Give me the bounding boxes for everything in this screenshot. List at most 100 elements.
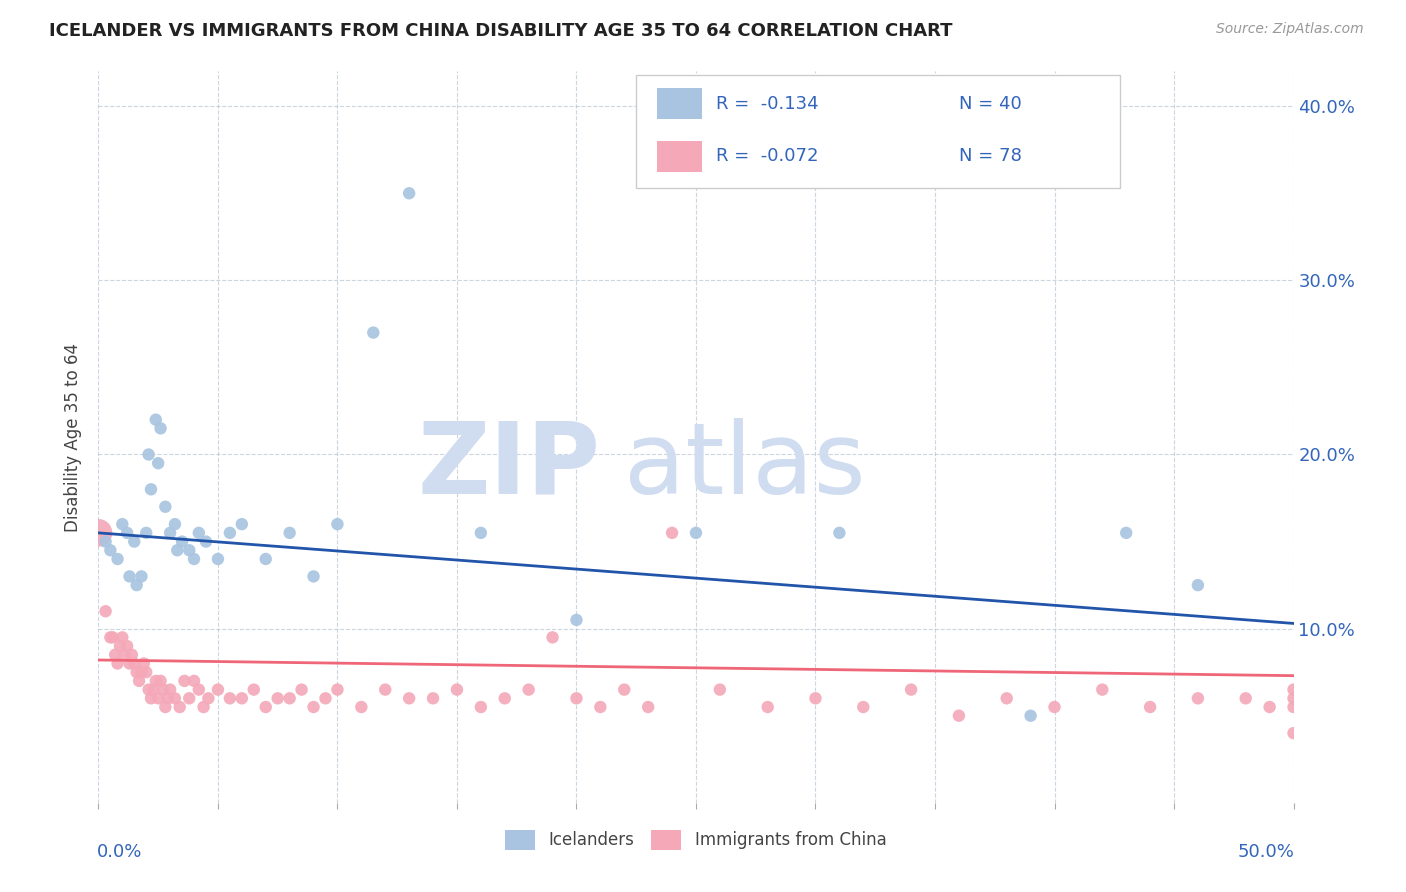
Point <box>661 525 683 540</box>
Point <box>94 534 117 549</box>
Point <box>1282 691 1305 706</box>
Point <box>156 691 179 706</box>
Point <box>155 500 177 514</box>
Point <box>613 682 636 697</box>
Point <box>87 525 110 540</box>
Point <box>163 691 186 706</box>
Point <box>517 682 540 697</box>
Point <box>363 326 385 340</box>
Point <box>139 691 162 706</box>
Point <box>756 700 779 714</box>
Point <box>231 691 253 706</box>
Point <box>1282 682 1305 697</box>
Point <box>138 448 160 462</box>
Point <box>187 525 209 540</box>
Point <box>254 700 277 714</box>
Point <box>637 700 659 714</box>
Point <box>172 534 194 549</box>
Point <box>121 648 143 662</box>
Point <box>138 682 160 697</box>
Point <box>1187 578 1209 592</box>
Point <box>152 682 174 697</box>
Point <box>124 534 146 549</box>
Point <box>148 691 170 706</box>
Point <box>207 682 229 697</box>
Point <box>1258 700 1281 714</box>
Point <box>1282 726 1305 740</box>
Point <box>114 648 136 662</box>
Point <box>219 525 242 540</box>
Point <box>470 700 492 714</box>
Point <box>1282 700 1305 714</box>
Point <box>565 691 588 706</box>
Text: N = 78: N = 78 <box>959 147 1022 165</box>
Point <box>446 682 468 697</box>
Point <box>173 673 195 688</box>
Point <box>302 569 325 583</box>
Point <box>541 631 564 645</box>
Point <box>149 673 172 688</box>
Point <box>565 613 588 627</box>
Point <box>111 631 134 645</box>
Point <box>1091 682 1114 697</box>
Point <box>98 543 122 558</box>
Point <box>422 691 444 706</box>
Point <box>195 534 218 549</box>
Point <box>179 543 201 558</box>
Point <box>107 657 129 671</box>
Text: ICELANDER VS IMMIGRANTS FROM CHINA DISABILITY AGE 35 TO 64 CORRELATION CHART: ICELANDER VS IMMIGRANTS FROM CHINA DISAB… <box>49 22 953 40</box>
Point <box>148 456 170 470</box>
Point <box>187 682 209 697</box>
Point <box>709 682 731 697</box>
Point <box>302 700 325 714</box>
Point <box>1234 691 1257 706</box>
Point <box>374 682 396 697</box>
Point <box>183 552 205 566</box>
Point <box>107 552 129 566</box>
Point <box>350 700 373 714</box>
Point <box>135 525 157 540</box>
Point <box>159 525 181 540</box>
Point <box>207 552 229 566</box>
Point <box>155 700 177 714</box>
Point <box>1115 525 1137 540</box>
Point <box>326 682 349 697</box>
Point <box>494 691 516 706</box>
Text: atlas: atlas <box>624 417 866 515</box>
Point <box>900 682 922 697</box>
Point <box>118 569 141 583</box>
Text: 0.0%: 0.0% <box>97 843 142 861</box>
Point <box>159 682 181 697</box>
Point <box>948 708 970 723</box>
Point <box>197 691 219 706</box>
Point <box>124 657 146 671</box>
Point <box>685 525 707 540</box>
Point <box>219 691 242 706</box>
Text: N = 40: N = 40 <box>959 95 1022 112</box>
Point <box>995 691 1018 706</box>
Point <box>315 691 337 706</box>
Point <box>128 673 150 688</box>
Text: ZIP: ZIP <box>418 417 600 515</box>
Point <box>131 665 153 680</box>
Text: Source: ZipAtlas.com: Source: ZipAtlas.com <box>1216 22 1364 37</box>
FancyBboxPatch shape <box>657 141 702 171</box>
Point <box>142 682 165 697</box>
Point <box>94 604 117 618</box>
Point <box>115 525 138 540</box>
Point <box>254 552 277 566</box>
Point <box>111 517 134 532</box>
Point <box>278 525 301 540</box>
Point <box>101 631 124 645</box>
Point <box>183 673 205 688</box>
Point <box>291 682 314 697</box>
Point <box>98 631 122 645</box>
Point <box>1187 691 1209 706</box>
Point <box>108 639 131 653</box>
Point <box>278 691 301 706</box>
Point <box>104 648 127 662</box>
Y-axis label: Disability Age 35 to 64: Disability Age 35 to 64 <box>65 343 83 532</box>
Point <box>118 657 141 671</box>
Text: R =  -0.134: R = -0.134 <box>716 95 818 112</box>
Point <box>243 682 266 697</box>
